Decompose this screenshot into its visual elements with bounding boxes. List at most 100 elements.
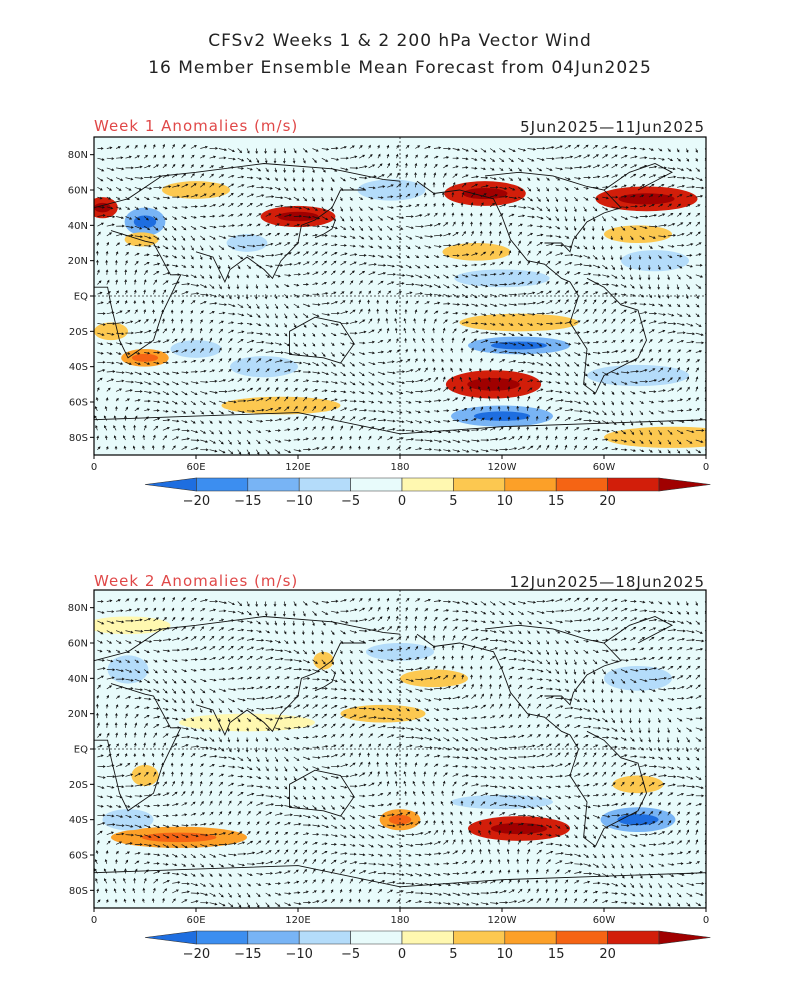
wind-arrow: [377, 888, 383, 894]
wind-arrow: [499, 203, 507, 208]
wind-arrow: [293, 832, 299, 836]
wind-arrow: [312, 397, 318, 402]
wind-arrow: [424, 717, 430, 722]
wind-arrow: [452, 882, 461, 886]
wind-arrow: [592, 649, 599, 653]
coastline: [603, 163, 673, 191]
wind-arrow: [377, 659, 384, 663]
wind-arrow: [209, 863, 214, 868]
wind-arrow: [311, 630, 315, 636]
wind-arrow: [256, 850, 264, 855]
wind-arrow: [368, 318, 373, 324]
wind-arrow: [228, 430, 232, 435]
wind-arrow: [462, 717, 468, 720]
wind-arrow: [162, 871, 171, 875]
wind-arrow: [162, 897, 165, 903]
wind-arrow: [415, 214, 423, 217]
wind-arrow: [104, 858, 108, 864]
wind-arrow: [639, 420, 643, 426]
wind-arrow: [293, 206, 303, 210]
wind-arrow: [349, 619, 359, 623]
wind-arrow: [536, 734, 541, 738]
wind-arrow: [667, 322, 677, 326]
figure-title-line-1: CFSv2 Weeks 1 & 2 200 hPa Vector Wind: [208, 31, 592, 51]
wind-arrow: [284, 332, 288, 337]
wind-arrow: [592, 206, 598, 212]
wind-arrow: [611, 439, 619, 442]
wind-arrow: [209, 832, 218, 836]
wind-arrow: [658, 802, 661, 806]
wind-arrow: [405, 899, 412, 904]
wind-arrow: [686, 429, 695, 434]
wind-arrow: [499, 332, 507, 336]
anomaly-region: [604, 665, 672, 691]
wind-arrow: [106, 805, 113, 808]
wind-arrow: [657, 717, 661, 724]
wind-arrow: [602, 164, 609, 169]
wind-arrow: [405, 274, 415, 278]
wind-arrow: [489, 665, 493, 670]
wind-arrow: [620, 863, 624, 869]
wind-arrow: [433, 274, 440, 279]
wind-arrow: [293, 427, 300, 431]
wind-arrow: [433, 771, 437, 777]
wind-arrow: [171, 743, 178, 748]
wind-arrow: [620, 883, 627, 888]
wind-arrow: [583, 186, 589, 190]
wind-arrow: [405, 291, 413, 295]
wind-arrow: [116, 361, 124, 365]
wind-arrow: [218, 746, 225, 752]
wind-arrow: [237, 628, 245, 632]
wind-arrow: [480, 766, 487, 770]
wind-arrow: [686, 717, 693, 721]
coastline: [289, 316, 355, 364]
wind-arrow: [518, 755, 527, 759]
wind-arrow: [489, 406, 492, 411]
wind-arrow: [517, 196, 526, 201]
wind-arrow: [564, 290, 570, 295]
wind-arrow: [368, 733, 374, 738]
wind-arrow: [321, 878, 325, 884]
wind-arrow: [639, 883, 643, 889]
wind-arrow: [667, 810, 671, 816]
wind-arrow: [116, 814, 124, 818]
wind-arrow: [368, 804, 376, 808]
wind-arrow: [499, 601, 506, 606]
wind-arrow: [452, 773, 459, 777]
wind-arrow: [106, 352, 113, 355]
wind-arrow: [648, 601, 654, 604]
wind-arrow: [359, 262, 367, 266]
wind-arrow: [639, 284, 643, 290]
wind-arrow: [153, 381, 161, 386]
wind-arrow: [555, 371, 561, 376]
wind-arrow: [518, 352, 527, 356]
wind-arrow: [368, 649, 374, 653]
wind-arrow: [303, 272, 310, 276]
wind-arrow: [246, 655, 253, 661]
wind-arrow: [630, 274, 633, 281]
wind-arrow: [97, 147, 104, 150]
wind-arrow: [667, 610, 674, 614]
wind-arrow: [116, 224, 125, 228]
wind-arrow: [368, 606, 373, 612]
wind-arrow: [246, 873, 253, 877]
colorbar-label: −5: [341, 947, 360, 962]
colorbar-swatch: [196, 477, 249, 492]
wind-arrow: [518, 766, 526, 770]
wind-arrow: [582, 688, 586, 693]
wind-arrow: [546, 157, 555, 161]
wind-arrow: [536, 858, 540, 864]
wind-arrow: [134, 834, 144, 838]
wind-arrow: [498, 829, 502, 835]
wind-arrow: [517, 386, 521, 392]
wind-arrow: [265, 840, 270, 845]
wind-arrow: [115, 695, 121, 699]
wind-arrow: [639, 194, 645, 198]
wind-arrow: [237, 792, 244, 797]
wind-arrow: [293, 405, 298, 412]
wind-arrow: [396, 658, 404, 661]
colorbar-swatch: [504, 477, 557, 492]
wind-arrow: [630, 449, 636, 452]
wind-arrow: [480, 417, 485, 421]
wind-arrow: [424, 754, 430, 758]
